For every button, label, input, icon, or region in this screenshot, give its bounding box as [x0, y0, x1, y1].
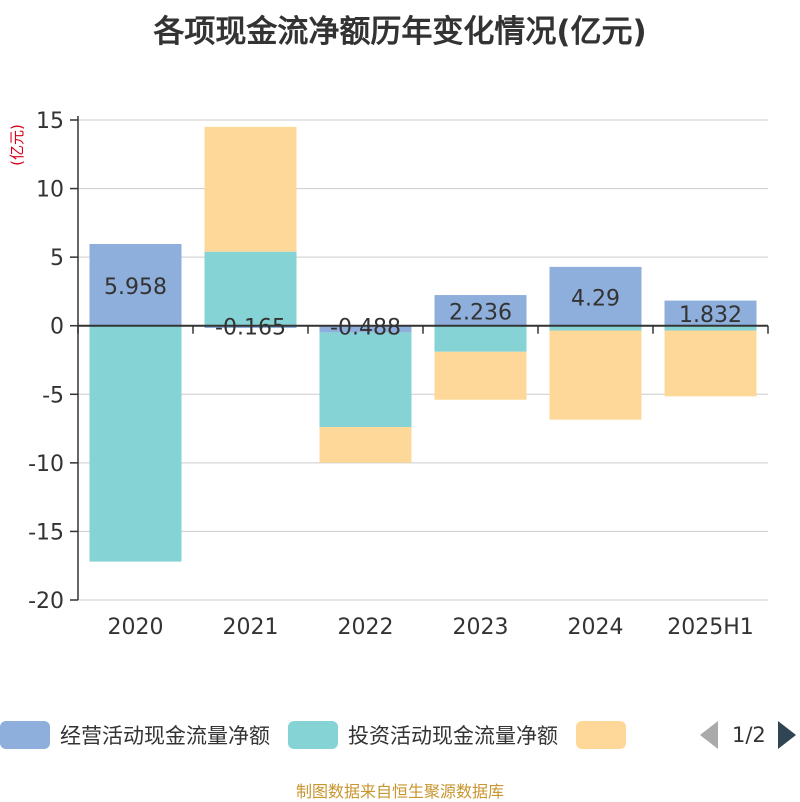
legend-swatch-operating — [0, 721, 50, 749]
x-tick-label: 2025H1 — [667, 615, 754, 640]
bar-financing-2025H1[interactable] — [664, 330, 757, 397]
data-label: 2.236 — [449, 300, 512, 325]
y-tick-label: -15 — [28, 520, 64, 545]
bar-investing-2020[interactable] — [89, 325, 182, 562]
bar-investing-2021[interactable] — [204, 251, 297, 326]
x-tick-label: 2020 — [108, 615, 164, 640]
data-label: 1.832 — [679, 303, 742, 328]
legend-item-investing[interactable]: 投资活动现金流量净额 — [288, 720, 558, 750]
bar-financing-2024[interactable] — [549, 330, 642, 420]
bar-financing-2023[interactable] — [434, 351, 527, 400]
legend-label-investing: 投资活动现金流量净额 — [348, 724, 558, 748]
legend: 经营活动现金流量净额 投资活动现金流量净额 — [0, 717, 654, 753]
y-tick-label: -20 — [28, 589, 64, 614]
bar-investing-2024[interactable] — [549, 325, 642, 331]
y-tick-label: 15 — [36, 109, 64, 134]
bar-investing-2025H1[interactable] — [664, 325, 757, 331]
chart-title: 各项现金流净额历年变化情况(亿元) — [153, 14, 647, 50]
x-tick-label: 2023 — [453, 615, 509, 640]
x-tick-label: 2022 — [338, 615, 394, 640]
data-label: -0.488 — [330, 316, 401, 341]
x-tick-label: 2021 — [223, 615, 279, 640]
y-tick-label: -5 — [42, 383, 64, 408]
pager-prev-icon[interactable] — [700, 721, 718, 749]
y-tick-label: 10 — [36, 178, 64, 203]
y-tick-label: 0 — [50, 315, 64, 340]
bar-operating-2024[interactable] — [549, 266, 642, 326]
legend-label-operating: 经营活动现金流量净额 — [60, 724, 270, 748]
x-tick-label: 2024 — [568, 615, 624, 640]
bar-investing-2022[interactable] — [319, 332, 412, 428]
y-tick-label: -10 — [28, 452, 64, 477]
bar-operating-2020[interactable] — [89, 244, 182, 326]
bar-operating-2022[interactable] — [319, 325, 412, 333]
bar-operating-2021[interactable] — [204, 325, 297, 328]
chart-canvas: 15 10 5 0 -5 -10 -15 -20 5.958 -0.165 -0.488 2.236 4… — [8, 109, 769, 640]
legend-item-operating[interactable]: 经营活动现金流量净额 — [0, 720, 270, 750]
legend-item-financing[interactable] — [576, 721, 636, 749]
bar-financing-2022[interactable] — [319, 427, 412, 463]
bar-operating-2023[interactable] — [434, 295, 527, 326]
data-label: 5.958 — [104, 275, 167, 300]
y-tick-label: 5 — [50, 246, 64, 271]
legend-pager: 1/2 — [700, 717, 796, 753]
bar-operating-2025H1[interactable] — [664, 300, 757, 326]
source-note: 制图数据来自恒生聚源数据库 — [295, 782, 504, 801]
data-label: -0.165 — [215, 316, 286, 341]
pager-text: 1/2 — [732, 723, 766, 747]
legend-swatch-investing — [288, 721, 338, 749]
y-axis-unit: (亿元) — [8, 124, 26, 166]
data-label: 4.29 — [571, 286, 620, 311]
pager-next-icon[interactable] — [777, 721, 796, 749]
legend-swatch-financing — [576, 721, 626, 749]
bar-financing-2021[interactable] — [204, 126, 297, 252]
bar-investing-2023[interactable] — [434, 325, 527, 352]
